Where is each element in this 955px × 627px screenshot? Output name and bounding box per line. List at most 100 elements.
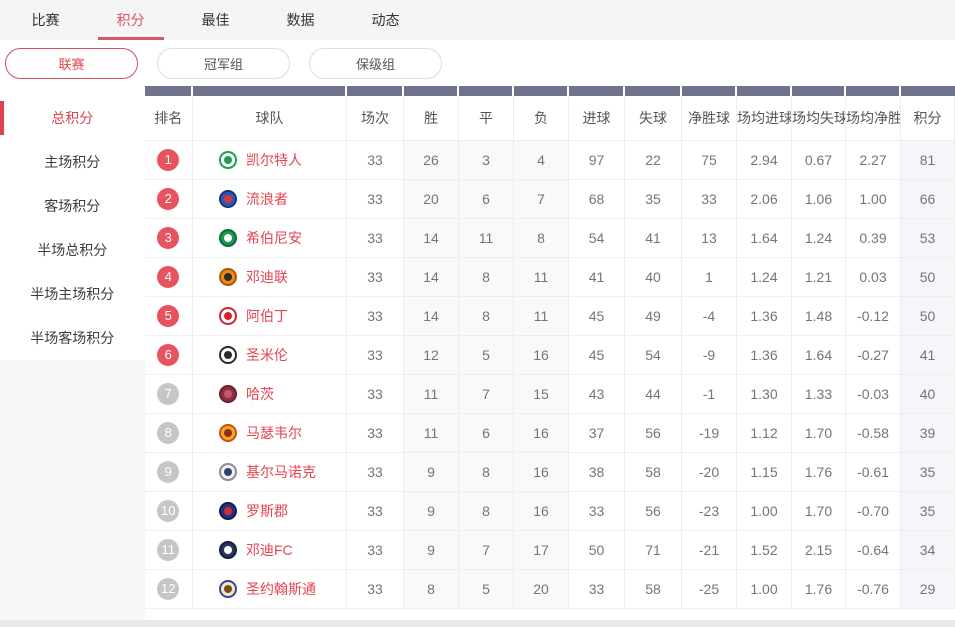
team-name-link[interactable]: 流浪者 xyxy=(246,190,288,207)
team-name-link[interactable]: 哈茨 xyxy=(246,385,274,402)
nav-tab[interactable]: 积分 xyxy=(88,0,173,40)
team-cell: 邓迪FC xyxy=(192,530,347,570)
nav-tab[interactable]: 比赛 xyxy=(3,0,88,40)
avg-goals-for-cell: 1.00 xyxy=(736,569,792,609)
team-name-link[interactable]: 圣约翰斯通 xyxy=(246,580,316,597)
team-name-link[interactable]: 希伯尼安 xyxy=(246,229,302,246)
group-filter-bar: 联赛 冠军组 保级组 xyxy=(0,40,955,86)
top-bar-segment xyxy=(346,86,404,96)
rank-badge: 2 xyxy=(157,187,180,210)
table-body: 1 凯尔特人 33 26 3 xyxy=(144,140,955,609)
table-row: 4 邓迪联 33 14 8 xyxy=(144,257,955,297)
team-name-link[interactable]: 圣米伦 xyxy=(246,346,288,363)
avg-goals-against-cell: 1.70 xyxy=(791,413,846,453)
page-bottom-strip xyxy=(0,620,955,627)
table-row: 2 流浪者 33 20 6 xyxy=(144,179,955,219)
team-name-link[interactable]: 邓迪FC xyxy=(246,541,293,558)
goal-diff-cell: 75 xyxy=(681,140,737,180)
team-cell: 马瑟韦尔 xyxy=(192,413,347,453)
team-logo-core xyxy=(224,350,232,359)
team-cell: 邓迪联 xyxy=(192,257,347,297)
played-cell: 33 xyxy=(346,140,404,180)
win-cell: 14 xyxy=(403,296,459,336)
played-cell: 33 xyxy=(346,374,404,414)
team-name-link[interactable]: 邓迪联 xyxy=(246,268,288,285)
team-name-link[interactable]: 基尔马诺克 xyxy=(246,463,316,480)
points-cell: 53 xyxy=(900,218,955,258)
goal-diff-cell: 13 xyxy=(681,218,737,258)
nav-tab-label: 数据 xyxy=(286,12,315,28)
loss-cell: 11 xyxy=(513,257,569,297)
avg-goals-against-cell: 0.67 xyxy=(791,140,846,180)
win-cell: 26 xyxy=(403,140,459,180)
loss-cell: 16 xyxy=(513,413,569,453)
played-cell: 33 xyxy=(346,413,404,453)
team-name-link[interactable]: 马瑟韦尔 xyxy=(246,424,302,441)
team-logo-icon xyxy=(219,228,237,247)
goals-for-cell: 43 xyxy=(568,374,625,414)
sidebar-item[interactable]: 半场总积分 xyxy=(0,228,145,272)
team-cell: 基尔马诺克 xyxy=(192,452,347,492)
draw-cell: 7 xyxy=(458,530,514,570)
goal-diff-cell: -20 xyxy=(681,452,737,492)
goals-against-cell: 35 xyxy=(624,179,682,219)
avg-goals-against-cell: 1.21 xyxy=(791,257,846,297)
top-bar-segment xyxy=(900,86,955,96)
team-cell: 流浪者 xyxy=(192,179,347,219)
goal-diff-cell: -23 xyxy=(681,491,737,531)
table-row: 9 基尔马诺克 33 9 8 xyxy=(144,452,955,492)
avg-goals-for-cell: 1.24 xyxy=(736,257,792,297)
sidebar-item[interactable]: 总积分 xyxy=(0,96,145,140)
goals-against-cell: 44 xyxy=(624,374,682,414)
team-name-link[interactable]: 罗斯郡 xyxy=(246,502,288,519)
group-pill[interactable]: 冠军组 xyxy=(157,47,290,79)
goals-against-cell: 22 xyxy=(624,140,682,180)
group-pill[interactable]: 保级组 xyxy=(309,47,442,79)
nav-tab-label: 最佳 xyxy=(201,12,230,28)
column-header: 排名 xyxy=(144,96,193,141)
team-logo-core xyxy=(224,428,232,437)
win-cell: 9 xyxy=(403,530,459,570)
column-header: 失球 xyxy=(624,96,682,141)
sidebar-item-label: 总积分 xyxy=(51,110,94,126)
sidebar-item[interactable]: 客场积分 xyxy=(0,184,145,228)
goals-against-cell: 54 xyxy=(624,335,682,375)
team-logo-core xyxy=(224,311,232,320)
top-bar-segment xyxy=(681,86,737,96)
sidebar-item[interactable]: 主场积分 xyxy=(0,140,145,184)
win-cell: 14 xyxy=(403,218,459,258)
sidebar-item[interactable]: 半场主场积分 xyxy=(0,272,145,316)
team-name-link[interactable]: 阿伯丁 xyxy=(246,307,288,324)
avg-goal-diff-cell: -0.12 xyxy=(845,296,901,336)
group-pill[interactable]: 联赛 xyxy=(5,47,138,79)
team-logo-icon xyxy=(219,267,237,286)
team-name-link[interactable]: 凯尔特人 xyxy=(246,151,302,168)
win-cell: 14 xyxy=(403,257,459,297)
team-logo-icon xyxy=(219,150,237,169)
avg-goals-against-cell: 2.15 xyxy=(791,530,846,570)
content: 总积分 主场积分 客场积分 半场总积分 半场主场积分 xyxy=(0,86,955,620)
points-cell: 66 xyxy=(900,179,955,219)
loss-cell: 11 xyxy=(513,296,569,336)
sidebar-menu: 总积分 主场积分 客场积分 半场总积分 半场主场积分 xyxy=(0,86,145,360)
avg-goals-for-cell: 1.36 xyxy=(736,335,792,375)
team-cell: 阿伯丁 xyxy=(192,296,347,336)
table-row: 7 哈茨 33 11 7 1 xyxy=(144,374,955,414)
nav-tab[interactable]: 数据 xyxy=(258,0,343,40)
avg-goal-diff-cell: -0.61 xyxy=(845,452,901,492)
avg-goals-against-cell: 1.76 xyxy=(791,452,846,492)
table-row: 5 阿伯丁 33 14 8 xyxy=(144,296,955,336)
team-logo-core xyxy=(224,272,232,281)
rank-cell: 9 xyxy=(144,452,193,492)
nav-tab[interactable]: 最佳 xyxy=(173,0,258,40)
avg-goals-for-cell: 1.12 xyxy=(736,413,792,453)
sidebar-item[interactable]: 半场客场积分 xyxy=(0,316,145,360)
points-cell: 34 xyxy=(900,530,955,570)
avg-goals-against-cell: 1.48 xyxy=(791,296,846,336)
team-logo-icon xyxy=(219,189,237,208)
nav-tab[interactable]: 动态 xyxy=(343,0,428,40)
goals-against-cell: 56 xyxy=(624,413,682,453)
nav-tab-label: 积分 xyxy=(116,12,145,28)
top-bar-segment xyxy=(791,86,846,96)
win-cell: 20 xyxy=(403,179,459,219)
